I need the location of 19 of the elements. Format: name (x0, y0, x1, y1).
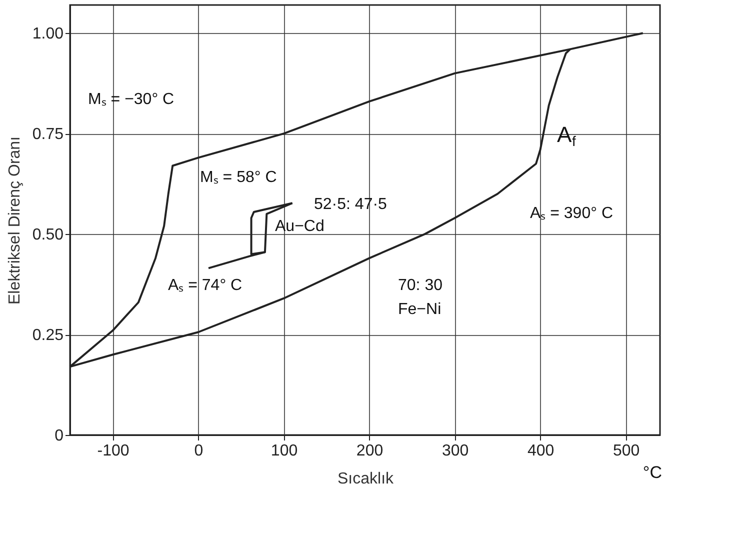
x-tick-label: 100 (270, 442, 298, 460)
x-tick-label: 200 (356, 442, 384, 460)
x-axis-title: Sıcaklık (337, 470, 395, 488)
annotation: Aₛ = 74° C (168, 277, 242, 294)
y-tick-label: 0.75 (32, 126, 64, 144)
y-tick-label: 0.50 (32, 226, 64, 244)
y-tick-label: 0 (54, 428, 64, 444)
x-tick-label: 500 (612, 442, 640, 460)
annotation: Fe−Ni (398, 301, 442, 318)
annotation: 70: 30 (398, 277, 443, 294)
x-tick-label: 400 (527, 442, 554, 460)
annotation: Mₛ = 58° C (200, 169, 277, 186)
y-axis-title: Elektriksel Direnç Oranı (6, 136, 24, 305)
y-tick-label: 1.00 (32, 26, 64, 43)
x-tick-label: 0 (194, 442, 204, 460)
y-tick-label: 0.25 (32, 327, 64, 344)
x-tick-label: 300 (442, 442, 469, 460)
text: °C (642, 463, 662, 482)
x-tick-label: -100 (97, 442, 130, 460)
